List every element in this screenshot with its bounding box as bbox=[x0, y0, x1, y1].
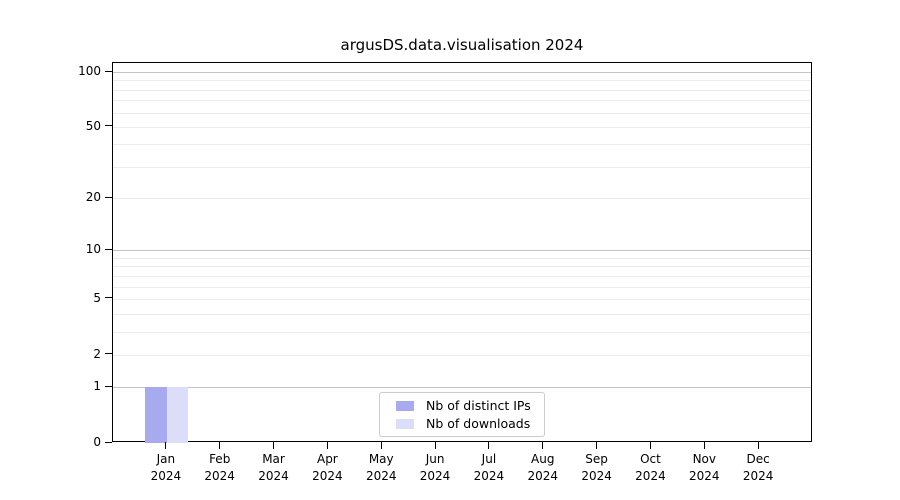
y-tick-label: 0 bbox=[93, 435, 101, 449]
y-tick bbox=[105, 70, 112, 72]
x-tick bbox=[219, 442, 221, 449]
minor-gridline bbox=[113, 166, 811, 168]
y-tick-label: 100 bbox=[78, 64, 101, 79]
y-tick bbox=[105, 125, 112, 127]
legend: Nb of distinct IPs Nb of downloads bbox=[379, 392, 545, 437]
gridlines-layer bbox=[113, 63, 811, 441]
x-tick-label: Sep 2024 bbox=[581, 452, 612, 483]
minor-gridline bbox=[113, 331, 811, 333]
bars-layer bbox=[113, 63, 811, 443]
x-tick-label: Apr 2024 bbox=[312, 452, 343, 483]
x-tick bbox=[273, 442, 275, 449]
y-tick-label: 2 bbox=[93, 346, 101, 361]
y-tick-label: 10 bbox=[85, 242, 101, 257]
legend-label-distinct-ips: Nb of distinct IPs bbox=[426, 398, 531, 413]
bar-jan-series1 bbox=[166, 387, 189, 443]
y-tick-label: 1 bbox=[93, 379, 101, 394]
y-tick-label: 20 bbox=[85, 190, 101, 205]
x-tick-label: Nov 2024 bbox=[689, 452, 720, 483]
minor-gridline bbox=[113, 257, 811, 259]
y-tick-label: 50 bbox=[85, 118, 101, 133]
major-gridline bbox=[113, 387, 811, 389]
x-tick-label: Jan 2024 bbox=[150, 452, 182, 483]
x-tick bbox=[380, 442, 382, 449]
y-tick bbox=[105, 353, 112, 355]
y-tick bbox=[105, 385, 112, 387]
minor-gridline bbox=[113, 198, 811, 200]
x-tick bbox=[488, 442, 490, 449]
x-tick bbox=[326, 442, 328, 449]
bar-jan-series0 bbox=[145, 387, 167, 443]
minor-gridline bbox=[113, 286, 811, 288]
minor-gridline bbox=[113, 298, 811, 300]
minor-gridline bbox=[113, 126, 811, 128]
x-tick bbox=[757, 442, 759, 449]
x-tick-label: Jul 2024 bbox=[473, 452, 505, 483]
x-tick-label: May 2024 bbox=[365, 452, 397, 483]
minor-gridline bbox=[113, 313, 811, 315]
y-tick bbox=[105, 196, 112, 198]
x-tick bbox=[596, 442, 598, 449]
minor-gridline bbox=[113, 354, 811, 356]
major-gridline bbox=[113, 72, 811, 74]
plot-area bbox=[112, 62, 812, 443]
minor-gridline bbox=[113, 89, 811, 91]
x-tick-label: Oct 2024 bbox=[635, 452, 666, 483]
x-tick bbox=[649, 442, 651, 449]
legend-item-downloads: Nb of downloads bbox=[396, 416, 538, 431]
x-tick-label: Dec 2024 bbox=[742, 452, 774, 483]
y-tick bbox=[105, 441, 112, 443]
legend-label-downloads: Nb of downloads bbox=[426, 416, 531, 431]
minor-gridline bbox=[113, 275, 811, 277]
x-tick-label: Jun 2024 bbox=[419, 452, 451, 483]
x-tick bbox=[542, 442, 544, 449]
chart-title: argusDS.data.visualisation 2024 bbox=[340, 36, 584, 54]
major-gridline bbox=[113, 250, 811, 252]
minor-gridline bbox=[113, 112, 811, 114]
minor-gridline bbox=[113, 144, 811, 146]
x-tick bbox=[703, 442, 705, 449]
x-tick-label: Mar 2024 bbox=[258, 452, 289, 483]
x-tick-label: Aug 2024 bbox=[527, 452, 559, 483]
x-tick bbox=[434, 442, 436, 449]
legend-item-distinct-ips: Nb of distinct IPs bbox=[396, 398, 538, 413]
x-tick-label: Feb 2024 bbox=[204, 452, 235, 483]
legend-swatch-distinct-ips bbox=[396, 400, 414, 411]
minor-gridline bbox=[113, 266, 811, 268]
x-tick bbox=[165, 442, 167, 449]
y-tick bbox=[105, 297, 112, 299]
y-tick bbox=[105, 248, 112, 250]
legend-swatch-downloads bbox=[396, 418, 414, 429]
y-tick-label: 5 bbox=[93, 290, 101, 305]
minor-gridline bbox=[113, 100, 811, 102]
minor-gridline bbox=[113, 80, 811, 82]
